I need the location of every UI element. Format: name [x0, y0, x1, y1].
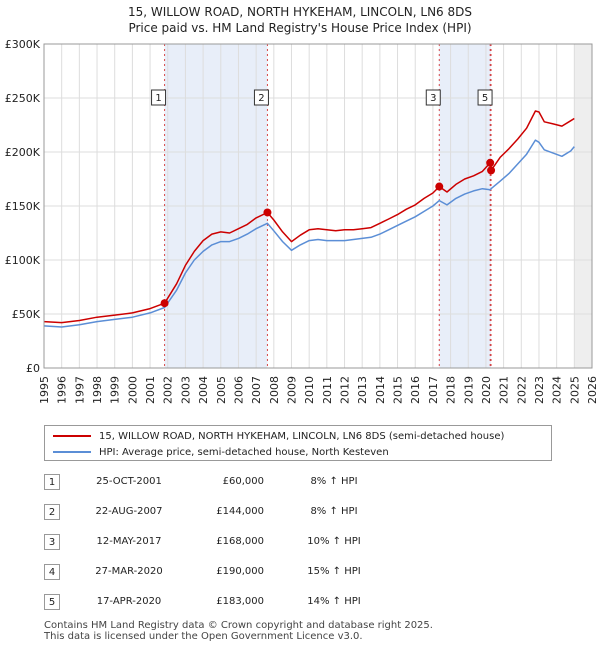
- footer-licence: This data is licensed under the Open Gov…: [44, 631, 363, 642]
- legend-blue-label: HPI: Average price, semi-detached house,…: [99, 446, 389, 458]
- x-tick-label: 2004: [197, 376, 210, 404]
- marker-box-label: 1: [155, 93, 161, 104]
- marker-box: 3: [425, 89, 441, 106]
- marker-box: 5: [477, 89, 493, 106]
- footer: Contains HM Land Registry data © Crown c…: [44, 620, 433, 642]
- sale-point: [486, 158, 495, 167]
- x-tick-label: 2007: [250, 376, 263, 404]
- x-tick-label: 2011: [321, 376, 334, 404]
- x-tick-label: 2016: [409, 376, 422, 404]
- y-tick-label: £0: [26, 362, 40, 375]
- chart-title: 15, WILLOW ROAD, NORTH HYKEHAM, LINCOLN,…: [128, 5, 472, 19]
- x-tick-label: 2009: [285, 376, 298, 404]
- transaction-price: £183,000: [216, 596, 264, 607]
- marker-box-label: 3: [430, 93, 436, 104]
- x-tick-label: 2008: [268, 376, 281, 404]
- y-tick-label: £100K: [5, 254, 41, 267]
- table-row: 3 12-MAY-2017 £168,000 10% ↑ HPI: [44, 534, 564, 552]
- transaction-date: 12-MAY-2017: [96, 536, 162, 547]
- x-tick-label: 2015: [392, 376, 405, 404]
- series-line-property: [43, 110, 575, 324]
- marker-box-label: 5: [482, 93, 488, 104]
- transaction-number: 3: [44, 534, 60, 550]
- transaction-price: £60,000: [222, 476, 264, 487]
- x-tick-label: 2000: [126, 376, 139, 404]
- transaction-date: 25-OCT-2001: [96, 476, 162, 487]
- transaction-number: 1: [44, 474, 60, 490]
- x-tick-label: 2018: [445, 376, 458, 404]
- legend-red-swatch: [53, 435, 91, 437]
- legend: 15, WILLOW ROAD, NORTH HYKEHAM, LINCOLN,…: [44, 425, 552, 461]
- sale-point: [435, 182, 444, 191]
- transaction-hpi-change: 8% ↑ HPI: [310, 506, 358, 517]
- transaction-date: 17-APR-2020: [96, 596, 162, 607]
- x-tick-label: 1997: [73, 376, 86, 404]
- transaction-hpi-change: 15% ↑ HPI: [307, 566, 361, 577]
- transaction-number: 2: [44, 504, 60, 520]
- table-row: 5 17-APR-2020 £183,000 14% ↑ HPI: [44, 594, 564, 612]
- sale-point: [487, 166, 496, 175]
- transaction-hpi-change: 14% ↑ HPI: [307, 596, 361, 607]
- x-tick-label: 1995: [38, 376, 51, 404]
- x-tick-label: 2002: [162, 376, 175, 404]
- x-tick-label: 2013: [356, 376, 369, 404]
- series-line-hpi: [43, 139, 575, 328]
- transaction-hpi-change: 10% ↑ HPI: [307, 536, 361, 547]
- x-tick-label: 2023: [533, 376, 546, 404]
- x-tick-label: 2003: [179, 376, 192, 404]
- y-tick-label: £50K: [12, 308, 41, 321]
- x-tick-label: 2022: [515, 376, 528, 404]
- marker-box: 2: [253, 89, 269, 106]
- legend-blue-swatch: [53, 451, 91, 453]
- x-tick-label: 2024: [551, 376, 564, 404]
- x-tick-label: 2019: [462, 376, 475, 404]
- plot-frame: [43, 43, 593, 369]
- x-tick-label: 1996: [56, 376, 69, 404]
- x-tick-label: 2020: [480, 376, 493, 404]
- x-tick-label: 2001: [144, 376, 157, 404]
- price-chart: 15, WILLOW ROAD, NORTH HYKEHAM, LINCOLN,…: [5, 5, 599, 404]
- transaction-price: £144,000: [216, 506, 264, 517]
- table-row: 2 22-AUG-2007 £144,000 8% ↑ HPI: [44, 504, 564, 522]
- x-tick-label: 2026: [586, 376, 599, 404]
- x-tick-label: 2010: [303, 376, 316, 404]
- marker-box-label: 2: [258, 93, 264, 104]
- y-tick-label: £150K: [5, 200, 41, 213]
- footer-copyright: Contains HM Land Registry data © Crown c…: [44, 620, 433, 631]
- transaction-number: 4: [44, 564, 60, 580]
- transaction-number: 5: [44, 594, 60, 610]
- marker-box-frame: [425, 89, 441, 106]
- table-row: 1 25-OCT-2001 £60,000 8% ↑ HPI: [44, 474, 564, 492]
- x-tick-label: 2025: [568, 376, 581, 404]
- x-tick-label: 1998: [91, 376, 104, 404]
- y-tick-label: £300K: [5, 38, 41, 51]
- transaction-date: 22-AUG-2007: [95, 506, 163, 517]
- sale-point: [263, 208, 272, 217]
- x-tick-label: 2006: [232, 376, 245, 404]
- x-tick-label: 2012: [339, 376, 352, 404]
- x-tick-label: 2014: [374, 376, 387, 404]
- marker-box-frame: [151, 89, 167, 106]
- transaction-date: 27-MAR-2020: [95, 566, 163, 577]
- x-tick-label: 2017: [427, 376, 440, 404]
- chart-subtitle: Price paid vs. HM Land Registry's House …: [128, 21, 471, 35]
- marker-box-frame: [253, 89, 269, 106]
- transaction-price: £168,000: [216, 536, 264, 547]
- x-tick-label: 2021: [498, 376, 511, 404]
- marker-box: 1: [151, 89, 167, 106]
- x-tick-label: 2005: [215, 376, 228, 404]
- legend-red-label: 15, WILLOW ROAD, NORTH HYKEHAM, LINCOLN,…: [99, 430, 505, 442]
- legend-item-property: 15, WILLOW ROAD, NORTH HYKEHAM, LINCOLN,…: [53, 428, 504, 444]
- marker-box-frame: [477, 89, 493, 106]
- transaction-hpi-change: 8% ↑ HPI: [310, 476, 358, 487]
- y-tick-label: £250K: [5, 92, 41, 105]
- transaction-price: £190,000: [216, 566, 264, 577]
- y-tick-label: £200K: [5, 146, 41, 159]
- legend-item-hpi: HPI: Average price, semi-detached house,…: [53, 444, 389, 460]
- table-row: 4 27-MAR-2020 £190,000 15% ↑ HPI: [44, 564, 564, 582]
- sale-point: [160, 299, 169, 308]
- x-tick-label: 1999: [109, 376, 122, 404]
